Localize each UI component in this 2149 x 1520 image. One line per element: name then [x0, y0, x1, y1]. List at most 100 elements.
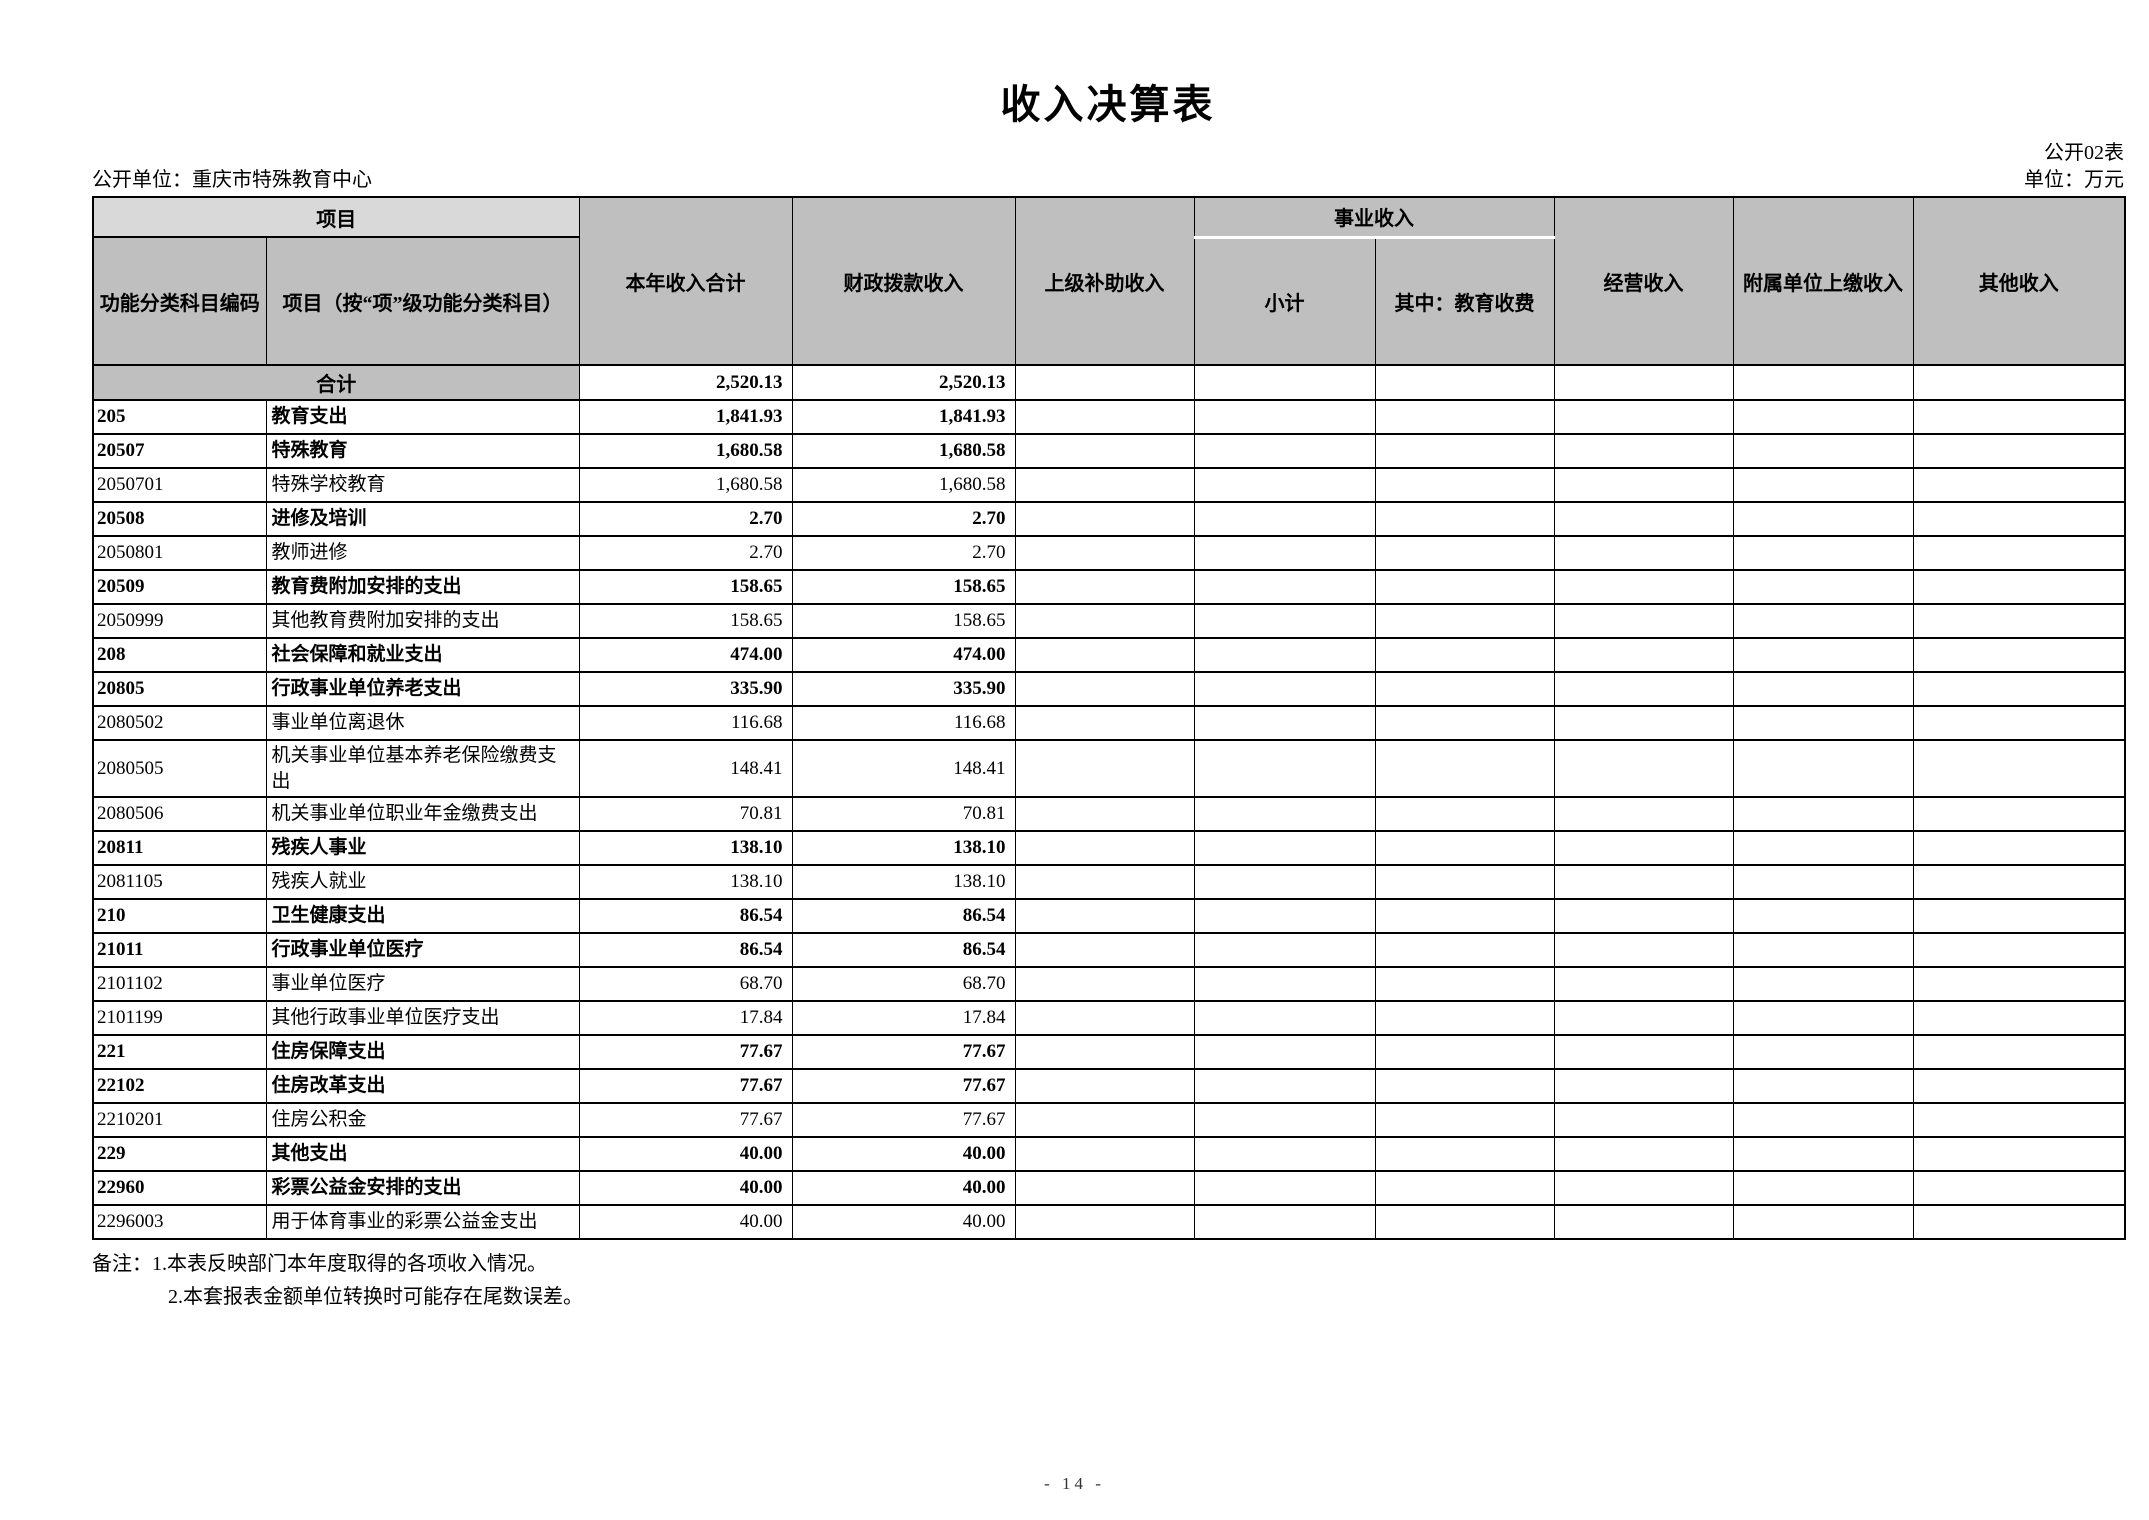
row-total: 40.00 — [578, 1136, 793, 1173]
row-total: 70.81 — [578, 796, 793, 833]
row-name: 行政事业单位养老支出 — [265, 671, 580, 707]
row-superior — [1014, 966, 1195, 1003]
row-edufee — [1374, 1068, 1555, 1105]
row-fiscal: 158.65 — [791, 603, 1016, 639]
report-content: 收入决算表 公开02表 公开单位：重庆市特殊教育中心 单位：万元 项目 本年收入… — [92, 0, 2126, 1313]
row-operating — [1553, 966, 1734, 1003]
table-row: 2080505 机关事业单位基本养老保险缴费支出 148.41 148.41 — [92, 738, 2126, 799]
row-affiliated — [1732, 932, 1914, 969]
row-affiliated — [1732, 603, 1914, 639]
table-row: 2081105 残疾人就业 138.10 138.10 — [92, 864, 2126, 901]
total-row-operating — [1553, 364, 1734, 401]
row-fiscal: 335.90 — [791, 671, 1016, 707]
table-row: 2050801 教师进修 2.70 2.70 — [92, 535, 2126, 571]
row-affiliated — [1732, 738, 1914, 799]
header-total-income: 本年收入合计 — [578, 196, 793, 366]
row-fiscal: 1,680.58 — [791, 467, 1016, 503]
row-other — [1912, 535, 2126, 571]
row-operating — [1553, 864, 1734, 901]
row-name: 教师进修 — [265, 535, 580, 571]
header-affiliated-income: 附属单位上缴收入 — [1732, 196, 1914, 366]
row-superior — [1014, 535, 1195, 571]
header-project-group: 项目 — [92, 196, 580, 238]
row-name: 教育费附加安排的支出 — [265, 569, 580, 605]
row-edufee — [1374, 1170, 1555, 1207]
row-name: 事业单位医疗 — [265, 966, 580, 1003]
table-row: 22102 住房改革支出 77.67 77.67 — [92, 1068, 2126, 1105]
row-superior — [1014, 898, 1195, 935]
row-name: 事业单位离退休 — [265, 705, 580, 741]
row-other — [1912, 705, 2126, 741]
row-total: 335.90 — [578, 671, 793, 707]
row-subtotal — [1193, 966, 1376, 1003]
table-row: 2210201 住房公积金 77.67 77.67 — [92, 1102, 2126, 1139]
row-total: 1,680.58 — [578, 433, 793, 469]
row-total: 68.70 — [578, 966, 793, 1003]
row-other — [1912, 603, 2126, 639]
row-edufee — [1374, 671, 1555, 707]
row-fiscal: 77.67 — [791, 1102, 1016, 1139]
unit-label: 单位：万元 — [2024, 169, 2124, 191]
row-superior — [1014, 603, 1195, 639]
row-name: 用于体育事业的彩票公益金支出 — [265, 1204, 580, 1241]
header-superior-subsidy: 上级补助收入 — [1014, 196, 1195, 366]
row-fiscal: 86.54 — [791, 898, 1016, 935]
row-superior — [1014, 399, 1195, 435]
row-total: 77.67 — [578, 1102, 793, 1139]
row-name: 机关事业单位基本养老保险缴费支出 — [265, 738, 580, 799]
row-subtotal — [1193, 433, 1376, 469]
row-superior — [1014, 1102, 1195, 1139]
row-affiliated — [1732, 535, 1914, 571]
row-code: 2080505 — [92, 738, 267, 799]
row-total: 77.67 — [578, 1034, 793, 1071]
row-total: 138.10 — [578, 864, 793, 901]
row-name: 住房改革支出 — [265, 1068, 580, 1105]
row-name: 卫生健康支出 — [265, 898, 580, 935]
row-total: 86.54 — [578, 898, 793, 935]
row-other — [1912, 932, 2126, 969]
row-name: 教育支出 — [265, 399, 580, 435]
page-title: 收入决算表 — [1000, 83, 1216, 127]
row-edufee — [1374, 637, 1555, 673]
row-name: 其他支出 — [265, 1136, 580, 1173]
row-subtotal — [1193, 796, 1376, 833]
row-other — [1912, 671, 2126, 707]
row-affiliated — [1732, 1170, 1914, 1207]
row-affiliated — [1732, 1000, 1914, 1037]
row-code: 21011 — [92, 932, 267, 969]
row-affiliated — [1732, 898, 1914, 935]
header-operating-income: 经营收入 — [1553, 196, 1734, 366]
row-code: 2296003 — [92, 1204, 267, 1241]
row-other — [1912, 1136, 2126, 1173]
header-other-income: 其他收入 — [1912, 196, 2126, 366]
row-other — [1912, 966, 2126, 1003]
row-edufee — [1374, 966, 1555, 1003]
row-fiscal: 1,841.93 — [791, 399, 1016, 435]
row-other — [1912, 1034, 2126, 1071]
table-row: 21011 行政事业单位医疗 86.54 86.54 — [92, 932, 2126, 969]
total-row-edufee — [1374, 364, 1555, 401]
header-fiscal-appropriation: 财政拨款收入 — [791, 196, 1016, 366]
row-code: 2080502 — [92, 705, 267, 741]
table-row: 2080502 事业单位离退休 116.68 116.68 — [92, 705, 2126, 741]
row-code: 20508 — [92, 501, 267, 537]
header-item-name: 项目（按“项”级功能分类科目） — [265, 236, 580, 366]
row-code: 20811 — [92, 830, 267, 867]
row-superior — [1014, 433, 1195, 469]
row-operating — [1553, 535, 1734, 571]
row-edufee — [1374, 1000, 1555, 1037]
row-operating — [1553, 1204, 1734, 1241]
row-operating — [1553, 399, 1734, 435]
row-total: 40.00 — [578, 1204, 793, 1241]
row-superior — [1014, 864, 1195, 901]
row-edufee — [1374, 433, 1555, 469]
row-fiscal: 1,680.58 — [791, 433, 1016, 469]
header-education-fee: 其中：教育收费 — [1374, 236, 1555, 366]
header-subtotal: 小计 — [1193, 236, 1376, 366]
row-operating — [1553, 1068, 1734, 1105]
row-total: 138.10 — [578, 830, 793, 867]
row-code: 2050701 — [92, 467, 267, 503]
row-affiliated — [1732, 399, 1914, 435]
row-affiliated — [1732, 467, 1914, 503]
row-superior — [1014, 1068, 1195, 1105]
